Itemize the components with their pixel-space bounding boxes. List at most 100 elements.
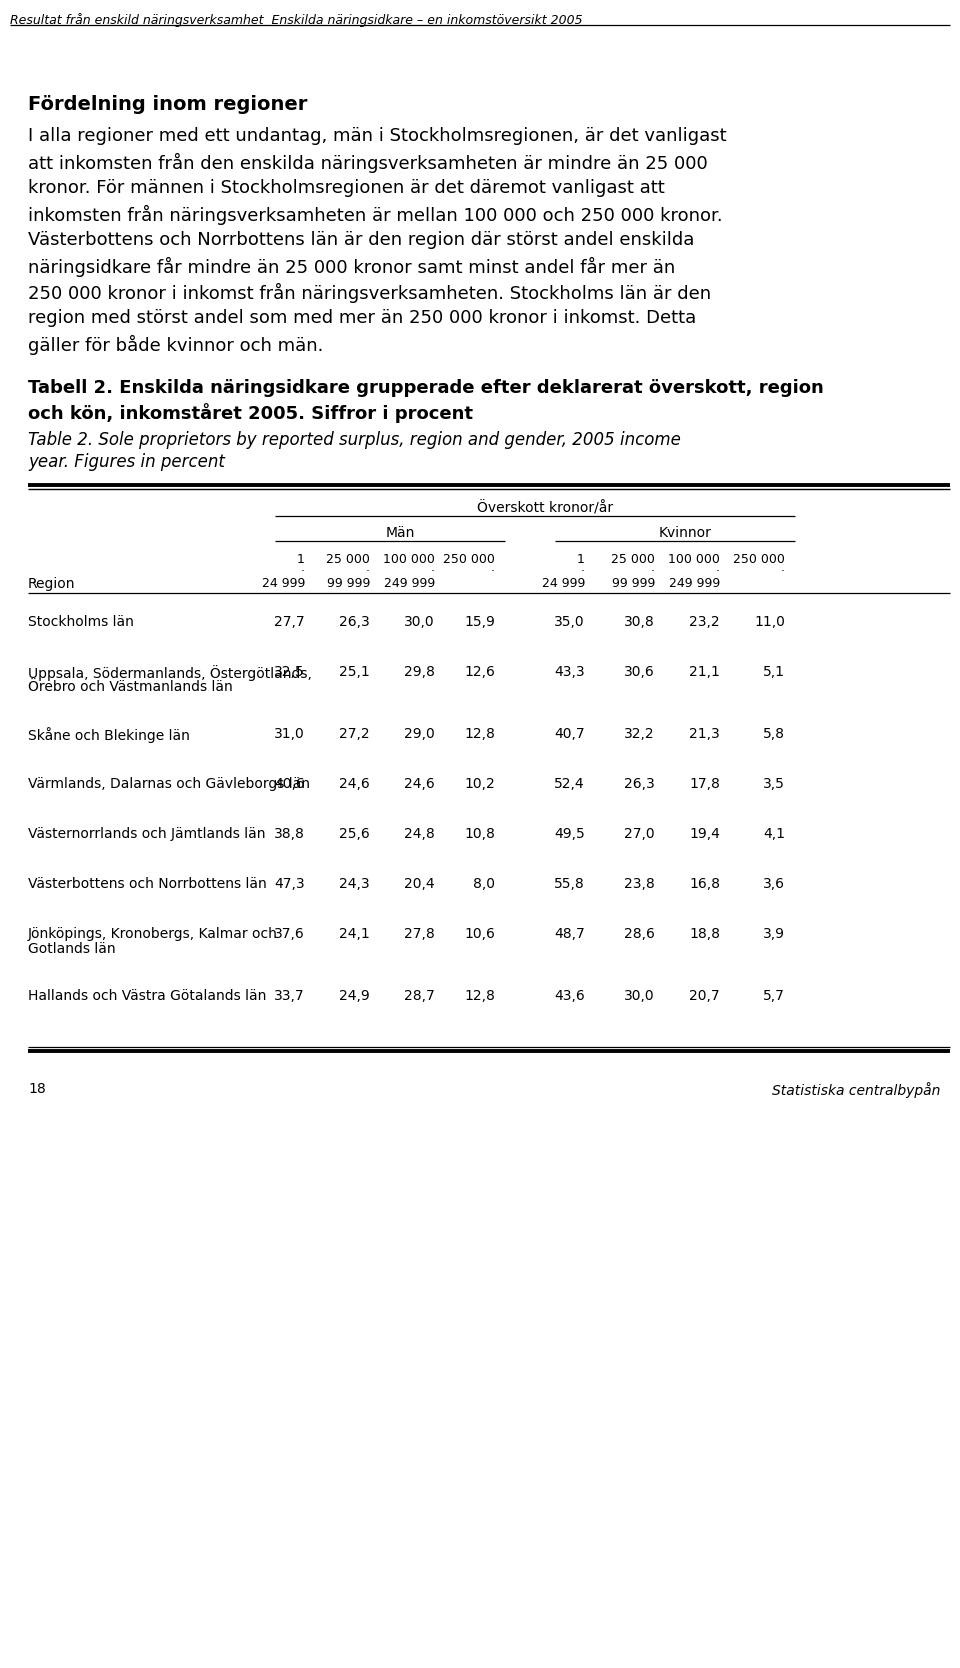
Text: 12,8: 12,8: [464, 727, 495, 741]
Text: och kön, inkomståret 2005. Siffror i procent: och kön, inkomståret 2005. Siffror i pro…: [28, 404, 473, 424]
Text: 5,8: 5,8: [763, 727, 785, 741]
Text: inkomsten från näringsverksamheten är mellan 100 000 och 250 000 kronor.: inkomsten från näringsverksamheten är me…: [28, 205, 723, 225]
Text: 1: 1: [298, 554, 305, 565]
Text: Gotlands län: Gotlands län: [28, 942, 115, 956]
Text: 28,7: 28,7: [404, 989, 435, 1002]
Text: year. Figures in percent: year. Figures in percent: [28, 454, 225, 470]
Text: Kvinnor: Kvinnor: [659, 525, 711, 540]
Text: 24,6: 24,6: [339, 777, 370, 791]
Text: Jönköpings, Kronobergs, Kalmar och: Jönköpings, Kronobergs, Kalmar och: [28, 927, 277, 941]
Text: 21,3: 21,3: [689, 727, 720, 741]
Text: ·: ·: [781, 565, 785, 579]
Text: 32,5: 32,5: [275, 666, 305, 679]
Text: 27,2: 27,2: [340, 727, 370, 741]
Text: 20,4: 20,4: [404, 877, 435, 891]
Text: 24,6: 24,6: [404, 777, 435, 791]
Text: 43,3: 43,3: [554, 666, 585, 679]
Text: 249 999: 249 999: [669, 577, 720, 590]
Text: 26,3: 26,3: [339, 615, 370, 629]
Text: ·: ·: [651, 565, 655, 579]
Text: 27,0: 27,0: [624, 827, 655, 841]
Text: 33,7: 33,7: [275, 989, 305, 1002]
Text: Resultat från enskild näringsverksamhet  Enskilda näringsidkare – en inkomstöver: Resultat från enskild näringsverksamhet …: [10, 13, 583, 27]
Text: Region: Region: [28, 577, 76, 590]
Text: ·: ·: [491, 565, 495, 579]
Text: 47,3: 47,3: [275, 877, 305, 891]
Text: 100 000: 100 000: [668, 554, 720, 565]
Text: 3,5: 3,5: [763, 777, 785, 791]
Text: I alla regioner med ett undantag, män i Stockholmsregionen, är det vanligast: I alla regioner med ett undantag, män i …: [28, 127, 727, 145]
Text: 30,6: 30,6: [624, 666, 655, 679]
Text: 25,6: 25,6: [339, 827, 370, 841]
Text: region med störst andel som med mer än 250 000 kronor i inkomst. Detta: region med störst andel som med mer än 2…: [28, 309, 696, 327]
Text: 10,2: 10,2: [465, 777, 495, 791]
Text: 19,4: 19,4: [689, 827, 720, 841]
Text: 23,8: 23,8: [624, 877, 655, 891]
Text: Uppsala, Södermanlands, Östergötlands,: Uppsala, Södermanlands, Östergötlands,: [28, 666, 312, 681]
Text: näringsidkare får mindre än 25 000 kronor samt minst andel får mer än: näringsidkare får mindre än 25 000 krono…: [28, 257, 675, 277]
Text: 24,9: 24,9: [339, 989, 370, 1002]
Text: 12,6: 12,6: [464, 666, 495, 679]
Text: 250 000 kronor i inkomst från näringsverksamheten. Stockholms län är den: 250 000 kronor i inkomst från näringsver…: [28, 284, 711, 304]
Text: ·: ·: [716, 565, 720, 579]
Text: 20,7: 20,7: [689, 989, 720, 1002]
Text: 99 999: 99 999: [612, 577, 655, 590]
Text: 17,8: 17,8: [689, 777, 720, 791]
Text: 49,5: 49,5: [554, 827, 585, 841]
Text: 27,7: 27,7: [275, 615, 305, 629]
Text: 24,3: 24,3: [340, 877, 370, 891]
Text: 43,6: 43,6: [554, 989, 585, 1002]
Text: kronor. För männen i Stockholmsregionen är det däremot vanligast att: kronor. För männen i Stockholmsregionen …: [28, 178, 664, 197]
Text: 52,4: 52,4: [554, 777, 585, 791]
Text: 21,1: 21,1: [689, 666, 720, 679]
Text: 3,9: 3,9: [763, 927, 785, 941]
Text: 18: 18: [28, 1083, 46, 1096]
Text: 30,8: 30,8: [624, 615, 655, 629]
Text: 11,0: 11,0: [755, 615, 785, 629]
Text: Table 2. Sole proprietors by reported surplus, region and gender, 2005 income: Table 2. Sole proprietors by reported su…: [28, 430, 681, 449]
Text: 249 999: 249 999: [384, 577, 435, 590]
Text: 26,3: 26,3: [624, 777, 655, 791]
Text: Västerbottens och Norrbottens län: Västerbottens och Norrbottens län: [28, 877, 267, 891]
Text: 32,2: 32,2: [624, 727, 655, 741]
Text: 5,1: 5,1: [763, 666, 785, 679]
Text: ·: ·: [366, 565, 370, 579]
Text: 100 000: 100 000: [383, 554, 435, 565]
Text: 29,8: 29,8: [404, 666, 435, 679]
Text: 25,1: 25,1: [339, 666, 370, 679]
Text: 38,8: 38,8: [275, 827, 305, 841]
Text: Västerbottens och Norrbottens län är den region där störst andel enskilda: Västerbottens och Norrbottens län är den…: [28, 230, 694, 249]
Text: Överskott kronor/år: Överskott kronor/år: [477, 500, 613, 515]
Text: 48,7: 48,7: [554, 927, 585, 941]
Text: Statistiska centralbyрån: Statistiska centralbyрån: [772, 1083, 940, 1098]
Text: 24,1: 24,1: [339, 927, 370, 941]
Text: Skåne och Blekinge län: Skåne och Blekinge län: [28, 727, 190, 742]
Text: 27,8: 27,8: [404, 927, 435, 941]
Text: Fördelning inom regioner: Fördelning inom regioner: [28, 95, 307, 113]
Text: 40,6: 40,6: [275, 777, 305, 791]
Text: 250 000: 250 000: [444, 554, 495, 565]
Text: 18,8: 18,8: [689, 927, 720, 941]
Text: 40,7: 40,7: [554, 727, 585, 741]
Text: 30,0: 30,0: [624, 989, 655, 1002]
Text: 31,0: 31,0: [275, 727, 305, 741]
Text: att inkomsten från den enskilda näringsverksamheten är mindre än 25 000: att inkomsten från den enskilda näringsv…: [28, 153, 708, 173]
Text: 30,0: 30,0: [404, 615, 435, 629]
Text: 28,6: 28,6: [624, 927, 655, 941]
Text: ·: ·: [431, 565, 435, 579]
Text: 3,6: 3,6: [763, 877, 785, 891]
Text: 24,8: 24,8: [404, 827, 435, 841]
Text: 24 999: 24 999: [262, 577, 305, 590]
Text: 55,8: 55,8: [554, 877, 585, 891]
Text: 99 999: 99 999: [326, 577, 370, 590]
Text: 23,2: 23,2: [689, 615, 720, 629]
Text: 5,7: 5,7: [763, 989, 785, 1002]
Text: 15,9: 15,9: [464, 615, 495, 629]
Text: 25 000: 25 000: [326, 554, 370, 565]
Text: 4,1: 4,1: [763, 827, 785, 841]
Text: 10,6: 10,6: [464, 927, 495, 941]
Text: Stockholms län: Stockholms län: [28, 615, 133, 629]
Text: 16,8: 16,8: [689, 877, 720, 891]
Text: 24 999: 24 999: [541, 577, 585, 590]
Text: Tabell 2. Enskilda näringsidkare grupperade efter deklarerat överskott, region: Tabell 2. Enskilda näringsidkare grupper…: [28, 379, 824, 397]
